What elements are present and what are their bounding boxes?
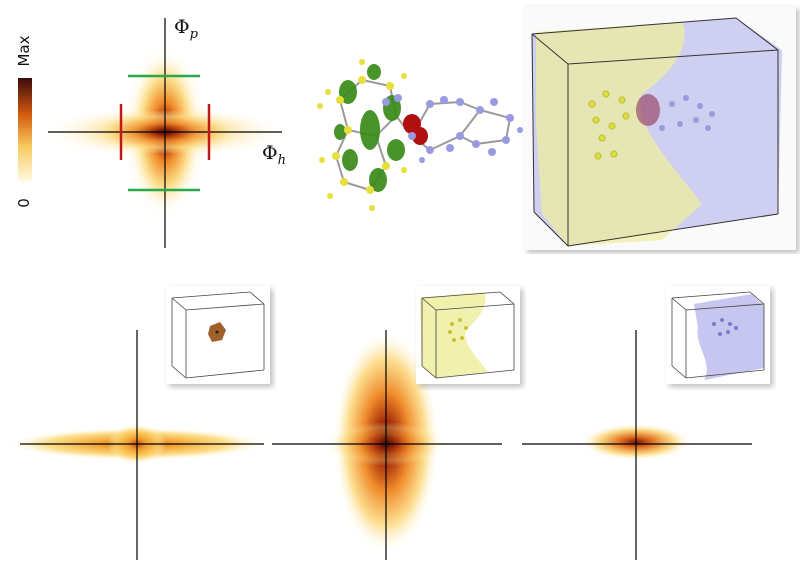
colorbar-max-label: Max <box>15 35 33 67</box>
bottom-right-distribution-plot <box>522 330 752 560</box>
phi-p-subscript: p <box>189 26 198 42</box>
phi-h-label: Φh <box>262 142 286 168</box>
phi-h-subscript: h <box>277 152 286 168</box>
colorbar <box>18 78 32 182</box>
inset-cube-blue-icon <box>666 286 770 384</box>
top-left-distribution-plot <box>18 18 283 248</box>
inset-cube-brown-icon <box>166 286 270 384</box>
phi-p-symbol: Φ <box>174 16 190 38</box>
molecule-orbital-icon <box>317 59 523 211</box>
colorbar-min-label: 0 <box>15 198 33 208</box>
phi-p-label: Φp <box>174 16 198 42</box>
bottom-left-distribution-plot <box>9 330 265 560</box>
bottom-middle-distribution-plot <box>272 330 502 560</box>
phi-h-symbol: Φ <box>262 142 278 164</box>
inset-cube-yellow-icon <box>416 286 520 384</box>
cube-isosurface-icon <box>524 6 796 250</box>
